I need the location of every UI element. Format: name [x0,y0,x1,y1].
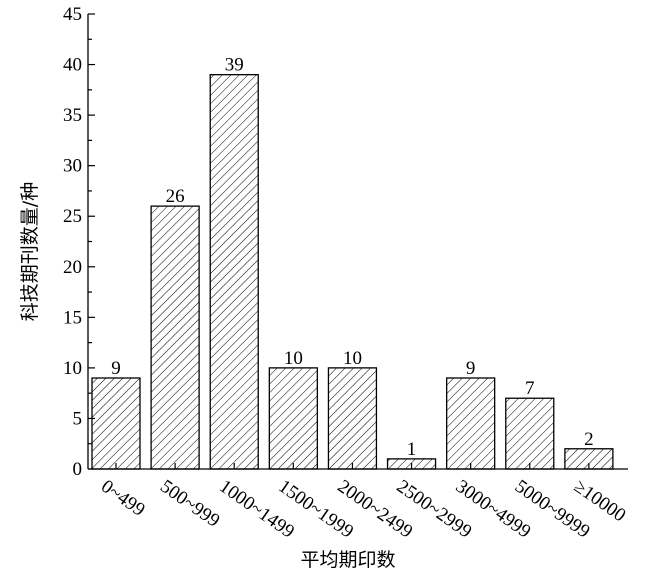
bar-1000~1499 [209,74,259,470]
data-label: 9 [466,358,476,379]
data-label: 2 [584,429,594,450]
y-tick-label: 10 [63,358,82,379]
y-tick-label: 35 [63,105,82,126]
y-tick-label: 20 [63,257,82,278]
y-tick-label: 15 [63,307,82,328]
bar-2000~2499 [327,367,378,470]
y-axis-title: 科技期刊数量/种 [19,182,41,321]
x-axis: 0~499 500~9991000~14991500~19992000~24992… [88,463,630,543]
bar-500~999 [150,205,200,470]
bar-0~499 [91,377,141,470]
data-label: 26 [166,186,185,207]
y-tick-label: 45 [63,4,82,25]
bar-5000~9999 [505,397,555,470]
x-tick-label: 500~999 [156,476,223,532]
y-tick-label: 40 [63,55,82,76]
y-tick-label: 0 [73,459,83,480]
x-axis-title: 平均期印数 [300,549,395,571]
data-label: 39 [225,55,244,76]
data-label: 7 [525,378,535,399]
bar-3000~4999 [446,377,496,470]
y-tick-label: 30 [63,156,82,177]
data-label: 10 [284,348,303,369]
data-label: 9 [111,358,121,379]
x-tick-label: 0~499 [97,476,149,521]
y-tick-label: 25 [63,206,82,227]
y-axis: 0 5 10 15 20 25 30 35 40 45 [63,4,95,480]
bars-group: 9 26 39 10 10 1 9 7 2 [91,55,614,470]
data-label: 10 [343,348,362,369]
y-tick-label: 5 [73,408,83,429]
bar-1500~1999 [268,367,318,470]
data-label: 1 [407,439,417,460]
